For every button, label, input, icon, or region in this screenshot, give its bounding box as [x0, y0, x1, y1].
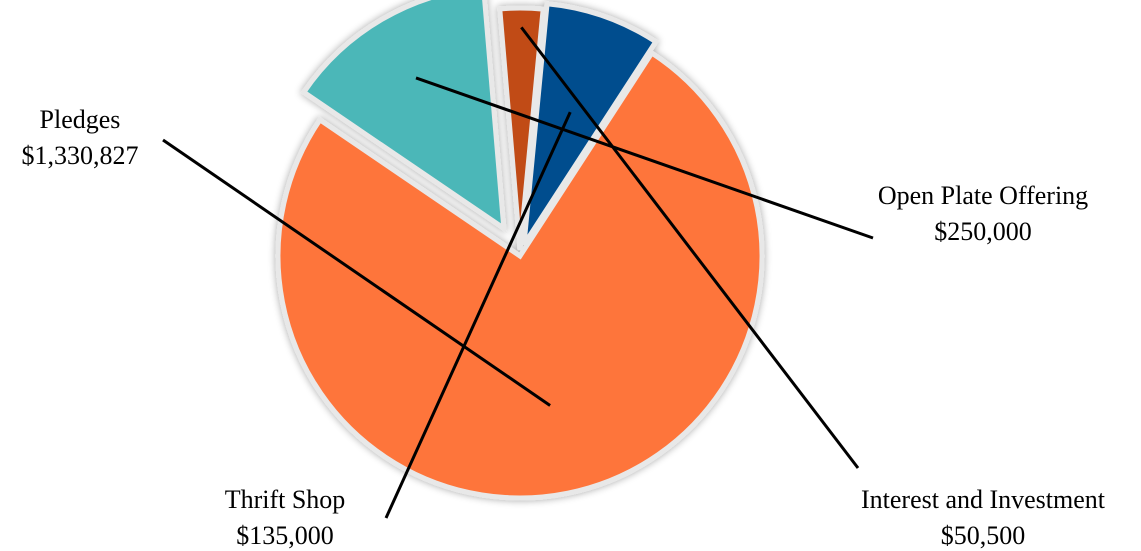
leader-line-pledges — [162, 138, 551, 407]
slice-pledges — [275, 49, 765, 501]
slice-interest-and-investment — [497, 5, 546, 251]
slice-thrift-shop — [521, 1, 660, 247]
label-interest-and-investment-value: $50,500 — [941, 521, 1026, 550]
leader-lines — [162, 26, 874, 519]
label-pledges-name: Pledges — [40, 105, 121, 134]
slice-open-plate-offering — [300, 0, 507, 234]
leader-line-open-plate-offering — [415, 76, 874, 240]
label-thrift-shop-name: Thrift Shop — [225, 485, 346, 514]
slice-labels: Pledges $1,330,827 Open Plate Offering $… — [22, 105, 1106, 550]
label-interest-and-investment-name: Interest and Investment — [861, 485, 1106, 514]
label-pledges-value: $1,330,827 — [22, 141, 139, 170]
leader-line-interest-and-investment — [520, 26, 860, 469]
label-thrift-shop-value: $135,000 — [236, 521, 334, 550]
pie-slices — [275, 0, 765, 501]
label-open-plate-offering-value: $250,000 — [934, 217, 1032, 246]
leader-line-thrift-shop — [384, 111, 572, 519]
label-open-plate-offering-name: Open Plate Offering — [878, 181, 1088, 210]
